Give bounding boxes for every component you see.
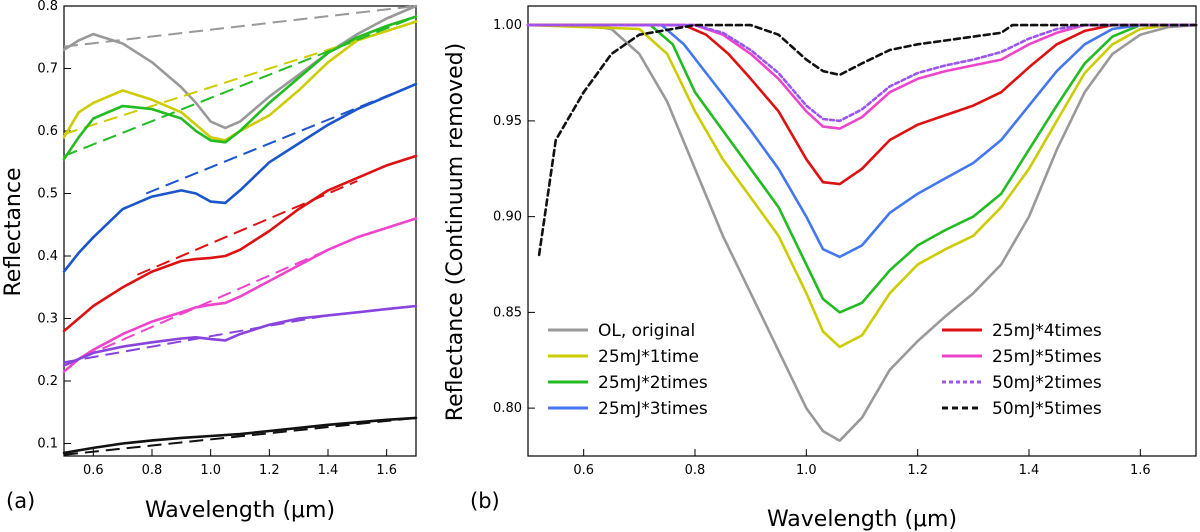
panel-b-xtick-label: 0.6 xyxy=(573,463,594,478)
panel-a-ytick-label: 0.3 xyxy=(37,312,58,327)
panel-b-legend: OL, original 25mJ*1time 25mJ*2times 25mJ*3t… xyxy=(548,321,1102,419)
panel-a-xtick-label: 1.2 xyxy=(259,463,280,478)
panel-b: 0.6 0.8 1.0 1.2 1.4 1.6 0.80 0.85 0.90 0.95 1.00 O… xyxy=(443,5,1198,532)
panel-a-xtick-label: 0.8 xyxy=(142,463,163,478)
panel-b-lines xyxy=(526,23,1198,442)
panel-a-ytick-label: 0.4 xyxy=(37,249,58,264)
panel-b-ytick-label: 0.95 xyxy=(493,114,522,129)
panel-b-xtick-label: 1.2 xyxy=(907,463,928,478)
panel-b-ticks: 0.6 0.8 1.0 1.2 1.4 1.6 0.80 0.85 0.90 0.95 1.00 xyxy=(493,18,1151,478)
panel-b-series-25mj-3times xyxy=(526,23,1198,259)
legend-label-ol-original: OL, original xyxy=(598,321,695,341)
panel-a-continuum-25mj-4times xyxy=(136,180,358,276)
panel-a-series-25mj-1time xyxy=(62,20,418,142)
panel-b-xlabel: Wavelength (μm) xyxy=(767,507,957,532)
panel-a: 0.6 0.8 1.0 1.2 1.4 1.6 0.1 0.2 0.3 0.4 0.5 0.6 0.7 0… xyxy=(1,0,418,523)
legend-label-50mj-5times: 50mJ*5times xyxy=(992,399,1102,419)
panel-b-ylabel: Reflectance (Continuum removed) xyxy=(443,43,468,421)
panel-a-ytick-label: 0.5 xyxy=(37,187,58,202)
panel-b-xtick-label: 0.8 xyxy=(685,463,706,478)
legend-label-25mj-1time: 25mJ*1time xyxy=(598,347,699,367)
panel-a-ytick-label: 0.6 xyxy=(37,124,58,139)
panel-a-series-50mj-5times xyxy=(62,416,418,455)
panel-b-xtick-label: 1.4 xyxy=(1019,463,1040,478)
legend-label-25mj-4times: 25mJ*4times xyxy=(992,321,1102,341)
panel-a-lines xyxy=(62,4,418,456)
panel-a-continuum-50mj-5times xyxy=(63,416,417,456)
panel-b-ytick-label: 0.90 xyxy=(493,210,522,225)
panel-b-series-50mj-5times xyxy=(537,23,1198,257)
legend-label-50mj-2times: 50mJ*2times xyxy=(992,373,1102,393)
panel-a-ytick-label: 0.1 xyxy=(37,437,58,452)
panel-a-xtick-label: 1.4 xyxy=(318,463,339,478)
panel-a-series-50mj-2times xyxy=(62,304,418,367)
panel-b-series-25mj-5times xyxy=(526,23,1198,130)
panel-b-plot-frame xyxy=(527,5,1197,457)
panel-a-ytick-label: 0.8 xyxy=(37,0,58,14)
panel-a-continuum-25mj-5times xyxy=(63,242,344,367)
panel-b-series-25mj-4times xyxy=(526,23,1198,186)
panel-b-series-25mj-1time xyxy=(526,23,1198,349)
panel-b-xtick-label: 1.0 xyxy=(796,463,817,478)
panel-b-series-25mj-2times xyxy=(526,23,1198,314)
panel-a-label: (a) xyxy=(6,489,35,513)
panel-a-xtick-label: 1.0 xyxy=(200,463,221,478)
panel-a-ylabel: Reflectance xyxy=(1,167,26,296)
panel-b-series-50mj-2times xyxy=(526,23,1198,123)
legend-label-25mj-2times: 25mJ*2times xyxy=(598,373,708,393)
panel-b-label: (b) xyxy=(470,489,500,513)
panel-a-series-25mj-3times xyxy=(62,82,418,273)
panel-a-continuum-ol-original xyxy=(63,5,417,48)
panel-a-ytick-label: 0.7 xyxy=(37,62,58,77)
panel-a-plot-frame xyxy=(63,5,417,457)
panel-b-ytick-label: 0.85 xyxy=(493,305,522,320)
legend-label-25mj-3times: 25mJ*3times xyxy=(598,399,708,419)
panel-a-continuum-50mj-2times xyxy=(63,314,329,364)
legend-label-25mj-5times: 25mJ*5times xyxy=(992,347,1102,367)
panel-a-ytick-label: 0.2 xyxy=(37,374,58,389)
panel-b-ytick-label: 0.80 xyxy=(493,401,522,416)
panel-a-series-25mj-2times xyxy=(62,15,418,161)
panel-a-series-25mj-5times xyxy=(62,217,418,373)
panel-b-series-ol-original xyxy=(526,23,1198,442)
panel-b-xtick-label: 1.6 xyxy=(1130,463,1151,478)
panel-a-xtick-label: 0.6 xyxy=(83,463,104,478)
panel-a-series-ol-original xyxy=(62,4,418,130)
panel-b-ytick-label: 1.00 xyxy=(493,18,522,33)
panel-a-xlabel: Wavelength (μm) xyxy=(145,498,335,523)
panel-a-continuum-25mj-2times xyxy=(63,15,417,157)
panel-a-series-25mj-4times xyxy=(62,154,418,333)
panel-a-ticks: 0.6 0.8 1.0 1.2 1.4 1.6 0.1 0.2 0.3 0.4 0.5 0.6 0.7 0… xyxy=(37,0,397,478)
panel-a-xtick-label: 1.6 xyxy=(376,463,397,478)
